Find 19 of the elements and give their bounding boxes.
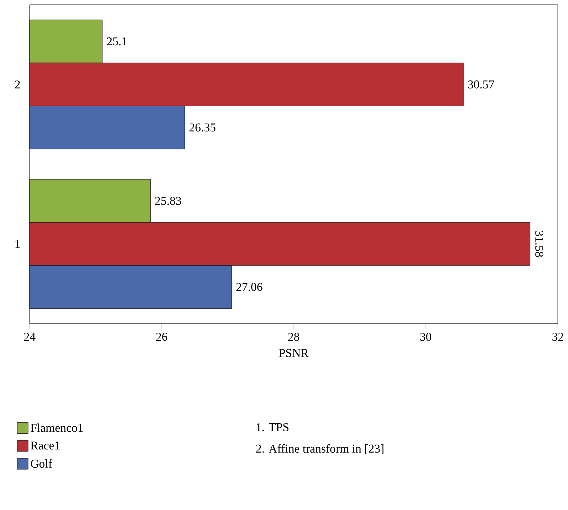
x-tick-label: 26	[156, 332, 168, 341]
y-tick-label: 1	[16, 240, 20, 248]
data-label: 25.83	[155, 196, 182, 206]
x-tick-label: 24	[24, 332, 36, 341]
x-tick-label: 28	[288, 332, 300, 342]
legend-label: Race1	[30, 442, 60, 450]
data-label: 25.1	[107, 38, 127, 46]
data-label: 30.57	[468, 80, 494, 89]
legend-label: Flamenco1	[30, 424, 84, 432]
data-label: 26.35	[190, 124, 216, 132]
y-tick-label: 2	[15, 80, 20, 89]
x-tick-label: 30	[420, 332, 432, 342]
x-axis-title: PSNR	[279, 349, 309, 358]
text: 1. TPS	[256, 423, 289, 432]
legend-label: Golf	[31, 459, 53, 468]
text: 2. Affine transform in [23]	[256, 444, 384, 454]
data-label: 27.06	[236, 283, 263, 292]
x-tick-label: 32	[552, 332, 564, 341]
data-label: 31.58	[535, 231, 544, 258]
